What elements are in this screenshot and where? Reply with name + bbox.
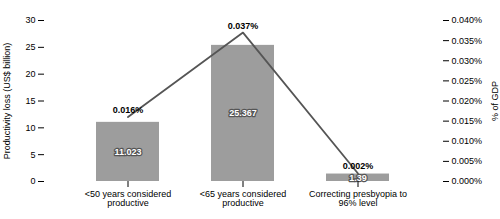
svg-text:1.39: 1.39	[349, 172, 367, 183]
svg-text:0.015%: 0.015%	[452, 116, 483, 126]
svg-text:<65 years consideredproductive: <65 years consideredproductive	[200, 189, 286, 208]
svg-text:0.016%: 0.016%	[113, 105, 144, 115]
svg-text:Correcting presbyopia to96% le: Correcting presbyopia to96% level	[309, 189, 407, 208]
svg-text:30: 30	[25, 15, 35, 25]
svg-text:10: 10	[25, 123, 35, 133]
svg-text:<50 years consideredproductive: <50 years consideredproductive	[85, 189, 171, 208]
svg-text:0.037%: 0.037%	[228, 21, 259, 31]
svg-text:% of GDP: % of GDP	[490, 81, 500, 121]
svg-text:5: 5	[30, 150, 35, 160]
svg-text:25.367: 25.367	[229, 108, 257, 118]
svg-text:0.040%: 0.040%	[452, 15, 483, 25]
svg-text:0: 0	[30, 176, 35, 186]
svg-text:0.025%: 0.025%	[452, 76, 483, 86]
svg-text:0.010%: 0.010%	[452, 136, 483, 146]
svg-text:11.023: 11.023	[114, 147, 141, 157]
svg-text:0.030%: 0.030%	[452, 56, 483, 66]
svg-text:25: 25	[25, 42, 35, 52]
svg-text:0.005%: 0.005%	[452, 156, 483, 166]
svg-text:15: 15	[25, 96, 35, 106]
svg-text:0.035%: 0.035%	[452, 36, 483, 46]
svg-text:0.020%: 0.020%	[452, 96, 483, 106]
svg-text:20: 20	[25, 69, 35, 79]
svg-text:Productivity loss (US$ billion: Productivity loss (US$ billion)	[2, 43, 12, 160]
svg-text:0.000%: 0.000%	[452, 176, 483, 186]
svg-text:0.002%: 0.002%	[343, 161, 374, 171]
